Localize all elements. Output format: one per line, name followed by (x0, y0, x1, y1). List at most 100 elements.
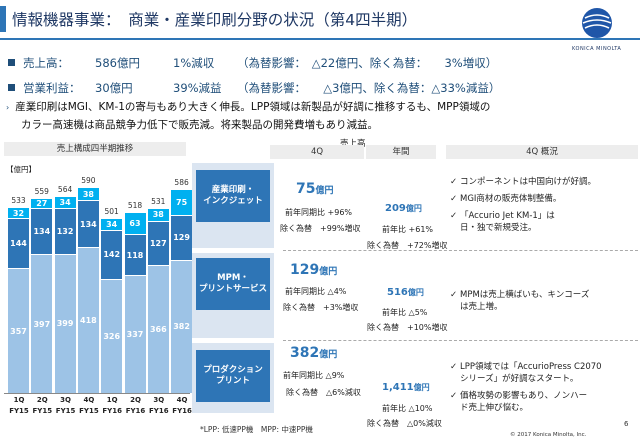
bar-segment-production: 418 (77, 247, 99, 393)
x-tick-label-year: FY16 (172, 407, 192, 415)
bar-segment-production: 397 (31, 254, 53, 393)
kpi-sales-change: 1%減収 (173, 56, 215, 70)
bar-total-label: 518 (127, 201, 143, 211)
title-underline (0, 38, 640, 40)
description-line-1: › 産業印刷はMGI、KM-1の寄与もあり大きく伸長。LPP領域は新製品が好調に推… (6, 101, 491, 113)
kpi-op-label: 営業利益： (23, 81, 81, 95)
q4-fx-industrial: 除く為替 +99%増収 (280, 224, 361, 233)
annual-header: 年間 (366, 145, 436, 159)
annual-value-production: 1,411億円 (382, 382, 430, 393)
bar-segment-industrial: 38 (147, 207, 169, 221)
bar-segment-industrial: 32 (8, 207, 29, 219)
kpi-op-fx: （為替影響： △3億円、除く為替：△33%減益） (237, 81, 501, 95)
segment-label-industrial-printing: 産業印刷・ インクジェット (196, 170, 270, 222)
chart-unit-label: 【億円】 (6, 165, 36, 174)
bar-total-label: 564 (57, 184, 73, 194)
row-divider (283, 340, 638, 341)
segment-label-production-print: プロダクション プリント (196, 350, 270, 402)
annual-yoy-production: 前年比 △10% (382, 404, 433, 413)
kpi-op-change: 39%減益 (173, 81, 222, 95)
x-tick-label-quarter: 3Q (60, 396, 71, 404)
annual-yoy-mpm: 前年比 △5% (382, 308, 428, 317)
bar-total-label: 590 (81, 176, 96, 186)
annual-fx-production: 除く為替 △0%減収 (367, 419, 442, 428)
x-tick-label-year: FY15 (9, 407, 29, 415)
bullet-square-icon (8, 59, 15, 66)
q4-header: 4Q (270, 145, 364, 159)
segment-label-mpm: MPM・ プリントサービス (196, 258, 270, 310)
description-line-2: カラー高速機は商品競争力低下で販売減。将来製品の開発費増もあり減益。 (21, 119, 378, 131)
x-tick-label-year: FY16 (125, 407, 146, 415)
bar-segment-industrial: 38 (77, 187, 99, 201)
konica-minolta-logo (582, 8, 612, 38)
summary-industrial: ✓ コンポーネントは中国向けが好調。 ✓ MGI商材の販売体制整備。 ✓ 「Accur… (450, 177, 597, 233)
q4-value-production: 382億円 (290, 345, 338, 361)
check-icon: ✓ (450, 193, 458, 204)
bar-total-label: 533 (11, 196, 26, 206)
check-icon: ✓ (450, 390, 458, 401)
bar-segment-production: 382 (171, 259, 193, 393)
x-tick-label-quarter: 2Q (36, 396, 48, 404)
q4-yoy-industrial: 前年同期比 +96% (285, 208, 353, 217)
bar-segment-production: 326 (101, 279, 123, 393)
summary-header: 4Q 概況 (446, 145, 638, 159)
annual-fx-mpm: 除く為替 +10%増収 (367, 323, 448, 332)
bar-total-label: 559 (34, 187, 49, 197)
x-tick-label-year: FY15 (32, 407, 53, 415)
bar-segment-mpm: 142 (101, 229, 123, 280)
x-tick-label-year: FY15 (79, 407, 99, 415)
check-icon: ✓ (450, 210, 458, 221)
bar-segment-industrial: 34 (101, 217, 123, 230)
x-tick-label-quarter: 2Q (130, 396, 141, 404)
x-tick-label-quarter: 4Q (83, 396, 95, 404)
x-tick-label-quarter: 3Q (153, 396, 165, 404)
row-divider (283, 250, 638, 251)
copyright: © 2017 Konica Minolta, Inc. (510, 432, 587, 438)
bar-segment-mpm: 134 (77, 200, 99, 248)
x-axis-line (4, 393, 190, 394)
page-title: 情報機器事業： 商業・産業印刷分野の状況（第4四半期） (12, 11, 418, 29)
check-icon: ✓ (450, 177, 458, 187)
check-icon: ✓ (450, 362, 458, 372)
bar-total-label: 531 (151, 196, 166, 206)
bar-segment-mpm: 132 (54, 207, 76, 254)
bar-segment-production: 366 (147, 265, 169, 393)
x-tick-label-year: FY16 (102, 407, 122, 415)
q4-value-industrial: 75億円 (296, 181, 334, 197)
annual-yoy-industrial: 前年比 +61% (382, 225, 434, 234)
annual-fx-industrial: 除く為替 +72%増収 (367, 241, 448, 250)
kpi-sales-fx: （為替影響： △22億円、除く為替： 3%増収） (237, 56, 498, 70)
chart-header: 売上構成四半期推移 (4, 142, 186, 156)
summary-production: ✓ LPP領域では「AccurioPress C2070 シリーズ」が好調なスター… (450, 362, 602, 413)
x-tick-label-quarter: 1Q (106, 396, 118, 404)
bar-segment-industrial: 34 (54, 195, 76, 208)
bar-total-label: 586 (174, 177, 189, 187)
x-tick-label-year: FY16 (149, 407, 169, 415)
annual-value-industrial: 209億円 (385, 203, 422, 214)
kpi-sales-value: 586億円 (95, 56, 140, 70)
bullet-square-icon (8, 84, 15, 91)
q4-yoy-mpm: 前年同期比 △4% (285, 287, 347, 296)
page-number: 6 (624, 420, 629, 428)
q4-yoy-production: 前年同期比 △9% (283, 371, 345, 380)
title-accent-bar (0, 6, 6, 32)
annual-value-mpm: 516億円 (387, 287, 424, 298)
kpi-sales: 売上高： 586億円 1%減収 （為替影響： △22億円、除く為替： 3%増収） (8, 55, 497, 71)
logo-wordmark: KONICA MINOLTA (572, 46, 622, 52)
bar-segment-production: 399 (54, 253, 76, 393)
stacked-bar-chart: 357 144 32 533 1Q FY15 397 134 27 559 2Q FY15 399 132… (0, 0, 193, 443)
footnote: *LPP: 低速PP機 MPP: 中速PP機 (200, 425, 313, 434)
check-icon: ✓ (450, 290, 458, 300)
chevron-right-icon: › (6, 103, 10, 112)
bar-segment-mpm: 118 (124, 234, 146, 276)
x-tick-label-quarter: 4Q (176, 396, 188, 404)
bar-segment-mpm: 144 (8, 218, 29, 269)
bar-segment-production: 337 (124, 275, 146, 393)
summary-mpm: ✓ MPMは売上横ばいも、キンコーズ は売上増。 (450, 290, 590, 312)
bar-segment-mpm: 129 (171, 214, 193, 260)
bar-segment-mpm: 127 (147, 221, 169, 266)
bar-segment-industrial: 75 (171, 188, 193, 215)
sales-header: 売上高 (340, 139, 366, 149)
x-tick-label-quarter: 1Q (13, 396, 25, 404)
bar-segment-industrial: 63 (124, 212, 146, 235)
